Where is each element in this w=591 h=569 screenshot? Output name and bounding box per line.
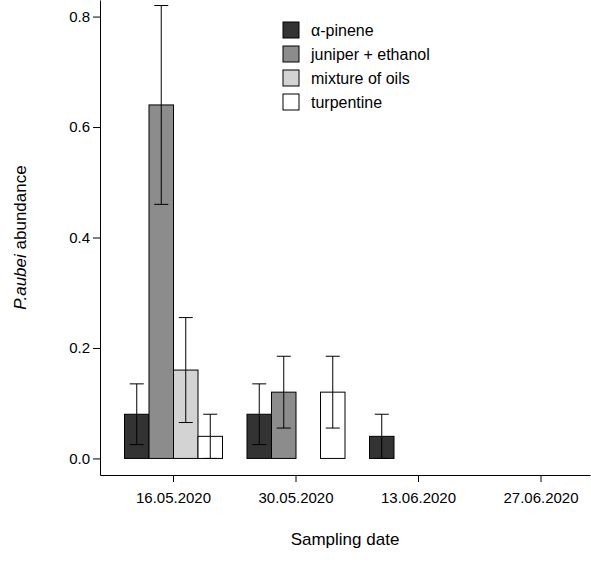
error-cap [326, 428, 340, 429]
error-cap [252, 383, 266, 384]
bar-series [198, 392, 345, 458]
bar [419, 458, 444, 459]
y-tick-label: 0.2 [69, 339, 90, 356]
error-bars [203, 356, 578, 458]
error-cap [252, 444, 266, 445]
error-cap [326, 356, 340, 357]
y-tick-mark [93, 127, 100, 128]
legend-entry: mixture of oils [283, 70, 410, 87]
legend-swatch [283, 22, 299, 38]
y-tick-label: 0.6 [69, 118, 90, 135]
x-tick-label: 30.05.2020 [258, 489, 333, 506]
y-axis-line [100, 1, 101, 476]
x-tick-mark [541, 475, 542, 482]
error-bar [154, 6, 168, 205]
x-tick: 27.06.2020 [503, 475, 578, 506]
error-whisker [136, 384, 137, 445]
error-bar [326, 356, 340, 428]
chart: 0.0 0.2 0.4 0.6 0.8 16.05.2020 30.05.2020 13.06… [0, 0, 591, 569]
y-tick: 0.2 [69, 339, 100, 356]
error-bar [130, 384, 144, 445]
error-bar [203, 414, 217, 458]
error-bar [375, 414, 389, 458]
legend-label: juniper + ethanol [310, 46, 430, 63]
y-tick-mark [93, 348, 100, 349]
legend-entry: turpentine [283, 94, 382, 111]
y-tick-label: 0.0 [69, 450, 90, 467]
error-cap [130, 444, 144, 445]
y-tick-mark [93, 17, 100, 18]
y-tick: 0.4 [69, 229, 100, 246]
error-cap [277, 428, 291, 429]
legend-swatch [283, 46, 299, 62]
y-axis-title: P.aubei abundance [11, 165, 30, 309]
y-tick-label: 0.4 [69, 229, 90, 246]
plot-area [125, 6, 578, 459]
legend-swatch [283, 70, 299, 86]
x-tick-mark [173, 475, 174, 482]
error-whisker [161, 6, 162, 205]
bar [566, 458, 591, 459]
bar [517, 458, 542, 459]
error-cap [375, 458, 389, 459]
error-cap [179, 422, 193, 423]
bar-series [149, 105, 296, 458]
error-cap [375, 414, 389, 415]
error-bar [252, 384, 266, 445]
bar [492, 458, 517, 459]
legend-label: mixture of oils [311, 70, 410, 87]
error-cap [203, 458, 217, 459]
error-cap [154, 5, 168, 6]
y-axis: 0.0 0.2 0.4 0.6 0.8 [69, 1, 100, 476]
error-whisker [259, 384, 260, 445]
bar [296, 458, 321, 459]
error-bars [179, 318, 554, 459]
y-tick: 0.0 [69, 450, 100, 467]
legend-swatch [283, 94, 299, 110]
legend: α-pinene juniper + ethanol mixture of oils… [283, 22, 430, 111]
error-whisker [210, 414, 211, 458]
x-tick-mark [418, 475, 419, 482]
x-tick: 13.06.2020 [381, 475, 456, 506]
error-whisker [332, 356, 333, 428]
bar [541, 458, 566, 459]
y-tick: 0.6 [69, 118, 100, 135]
error-cap [130, 383, 144, 384]
x-tick-label: 16.05.2020 [136, 489, 211, 506]
error-whisker [283, 356, 284, 428]
legend-label: turpentine [311, 94, 382, 111]
x-tick-label: 13.06.2020 [381, 489, 456, 506]
y-tick-mark [93, 458, 100, 459]
x-tick: 30.05.2020 [258, 475, 333, 506]
error-cap [203, 414, 217, 415]
y-tick-mark [93, 238, 100, 239]
legend-label: α-pinene [311, 22, 374, 39]
y-tick-label: 0.8 [69, 8, 90, 25]
error-cap [179, 317, 193, 318]
x-tick: 16.05.2020 [136, 475, 211, 506]
x-axis: 16.05.2020 30.05.2020 13.06.2020 27.06.2020 [101, 475, 591, 506]
x-axis-title: Sampling date [291, 530, 400, 549]
legend-entry: α-pinene [283, 22, 374, 39]
error-whisker [381, 414, 382, 458]
error-cap [277, 356, 291, 357]
error-bar [277, 356, 291, 428]
y-tick: 0.8 [69, 8, 100, 25]
legend-entry: juniper + ethanol [283, 46, 430, 63]
error-whisker [185, 318, 186, 423]
error-cap [154, 204, 168, 205]
x-tick-mark [296, 475, 297, 482]
bar [394, 458, 419, 459]
error-bars [154, 6, 529, 459]
bar [443, 458, 468, 459]
error-bar [179, 318, 193, 423]
x-tick-label: 27.06.2020 [503, 489, 578, 506]
